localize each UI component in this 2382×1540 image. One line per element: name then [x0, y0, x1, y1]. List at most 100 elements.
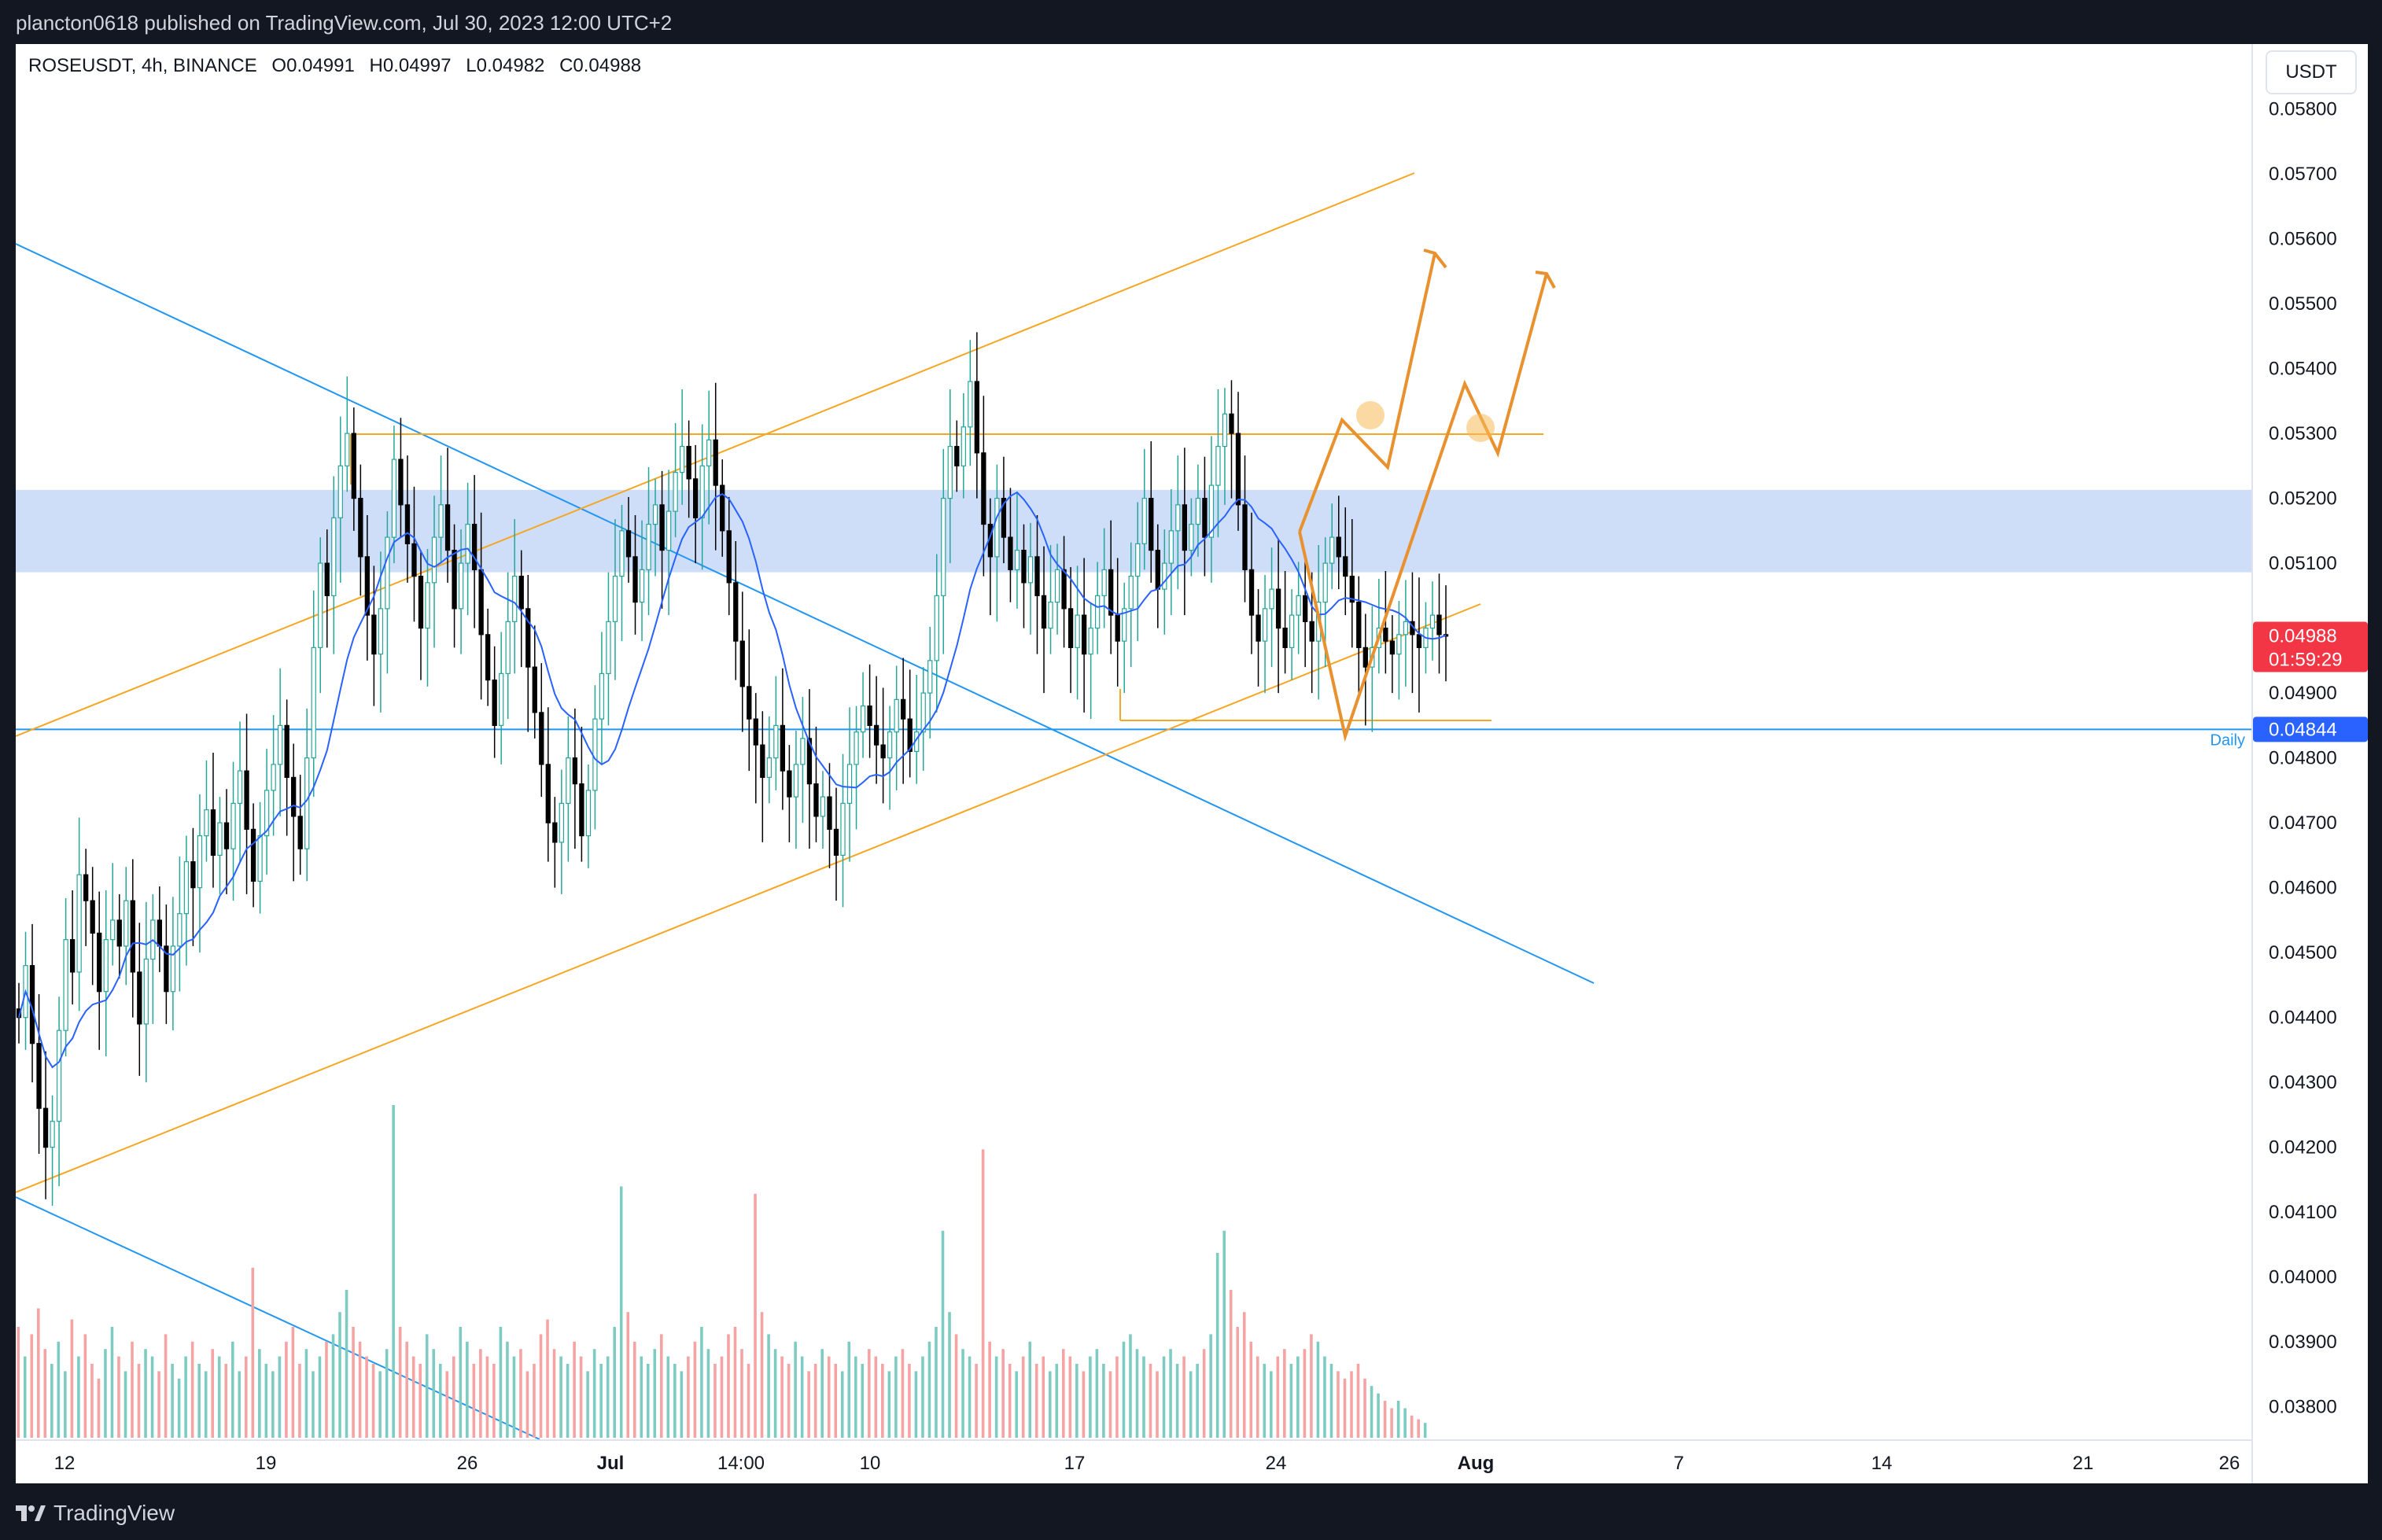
candle-body: [559, 802, 564, 843]
candle: [385, 511, 390, 674]
candle-body: [753, 718, 758, 746]
candle-body: [512, 575, 518, 622]
volume-bar: [559, 1356, 562, 1438]
candle-body: [36, 1043, 42, 1109]
publish-info: plancton0618 published on TradingView.co…: [16, 11, 673, 35]
volume-bar: [733, 1327, 737, 1438]
candle-body: [217, 822, 223, 856]
tradingview-logo[interactable]: TradingView: [16, 1501, 175, 1526]
volume-bar: [539, 1334, 543, 1438]
candle-body: [840, 802, 846, 856]
time-tick-label: 10: [860, 1453, 881, 1474]
candle: [183, 835, 190, 966]
volume-bar: [345, 1290, 348, 1438]
volume-bar: [365, 1356, 368, 1438]
candle-body: [887, 731, 893, 759]
volume-bar: [519, 1349, 522, 1438]
candle: [652, 478, 658, 577]
time-axis[interactable]: 12 19 26 Jul 14:00 10 17 24 Aug 7 14 21 26: [16, 1439, 2251, 1485]
volume-bar: [211, 1349, 214, 1438]
candle: [1282, 570, 1288, 674]
volume-bar: [1142, 1356, 1145, 1438]
candle-body: [1383, 628, 1388, 642]
candle-body: [1343, 556, 1348, 577]
candle-body: [183, 861, 190, 915]
volume-bar: [204, 1371, 208, 1438]
time-tick-label: Jul: [597, 1453, 625, 1474]
price-tick-label: 0.04800: [2269, 748, 2337, 769]
candle-body: [579, 783, 584, 837]
candle-body: [773, 724, 779, 759]
candle: [1403, 580, 1409, 687]
candle-body: [1336, 536, 1341, 558]
candle: [1289, 589, 1295, 680]
candle: [820, 771, 826, 849]
candle-body: [1162, 562, 1167, 590]
chart-frame[interactable]: Daily ROSEUSDT, 4h, BINANCE O0.04991 H0.…: [16, 44, 2368, 1485]
candle-body: [418, 575, 424, 629]
volume-bar: [1008, 1364, 1012, 1438]
candle: [1027, 522, 1034, 635]
volume-bar: [1129, 1334, 1132, 1438]
candle: [760, 711, 765, 842]
volume-bar: [177, 1378, 181, 1438]
candle: [56, 997, 62, 1187]
price-tick-label: 0.05700: [2269, 164, 2337, 185]
candle-body: [518, 575, 524, 610]
candle-body: [137, 971, 142, 1025]
time-tick-label: 26: [457, 1453, 478, 1474]
candle-body: [1041, 595, 1047, 629]
candle-body: [994, 497, 1000, 558]
candle-body: [639, 569, 645, 603]
volume-bar: [1182, 1356, 1185, 1438]
currency-button[interactable]: USDT: [2266, 50, 2357, 94]
volume-bar: [994, 1356, 998, 1438]
candle: [686, 420, 691, 518]
candle: [418, 550, 424, 680]
volume-bar: [1222, 1230, 1226, 1438]
volume-bar: [1055, 1364, 1059, 1438]
candle: [1061, 536, 1067, 648]
candle: [1189, 498, 1194, 577]
price-chart[interactable]: Daily: [16, 44, 2251, 1439]
volume-bar: [660, 1334, 663, 1438]
candle-body: [713, 439, 718, 486]
candle-body: [444, 504, 451, 551]
candle-body: [438, 504, 444, 538]
candle-body: [1322, 562, 1328, 603]
candle: [1101, 528, 1107, 628]
volume-bar: [445, 1371, 449, 1438]
price-tick-label: 0.05600: [2269, 229, 2337, 250]
volume-bar: [1356, 1364, 1360, 1438]
candle: [545, 707, 551, 862]
candle: [1202, 456, 1208, 577]
candle: [69, 890, 76, 1005]
volume-bar: [579, 1356, 583, 1438]
volume-bar: [1048, 1371, 1052, 1438]
candle: [552, 797, 558, 888]
volume-bar: [613, 1327, 616, 1438]
candle: [217, 797, 223, 894]
candle-body: [385, 536, 390, 610]
candle-body: [465, 523, 470, 564]
candle: [1115, 558, 1120, 687]
volume-bar: [740, 1349, 743, 1438]
candle: [559, 769, 564, 894]
price-axis[interactable]: 0.05800 0.05700 0.05600 0.05500 0.05400 0.053…: [2251, 44, 2368, 1483]
candle-body: [720, 484, 725, 532]
candle-body: [1014, 549, 1020, 570]
candle-body: [324, 562, 330, 596]
candle-body: [1296, 595, 1301, 616]
candle-body: [431, 536, 437, 584]
candle-body: [981, 452, 986, 525]
volume-bar: [1075, 1364, 1079, 1438]
candle-body: [1075, 614, 1080, 648]
volume-bar: [1068, 1356, 1072, 1438]
candle-body: [492, 680, 497, 726]
candle-body: [894, 698, 899, 733]
candle: [1329, 503, 1335, 590]
volume-bar: [713, 1364, 717, 1438]
candle-body: [1061, 569, 1067, 610]
candle-body: [1054, 569, 1060, 603]
volume-bar: [592, 1349, 596, 1438]
